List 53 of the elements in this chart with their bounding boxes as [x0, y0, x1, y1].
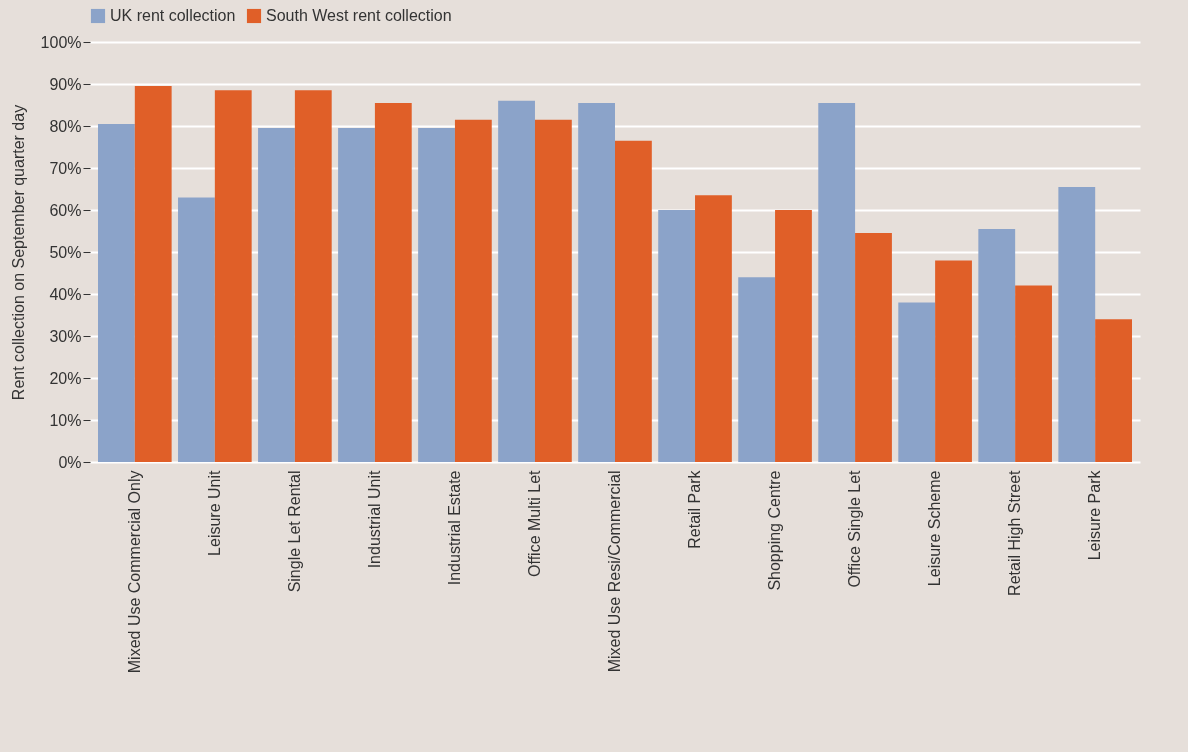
- x-tick-label: Single Let Rental: [285, 470, 303, 593]
- bar: [454, 119, 492, 462]
- x-tick-label: Industrial Unit: [365, 469, 383, 569]
- bar: [818, 102, 856, 462]
- x-tick-label: Office Single Let: [846, 469, 864, 588]
- x-tick-label: Retail Park: [686, 469, 704, 549]
- y-tick-label: 40%: [49, 285, 82, 303]
- bar: [534, 119, 572, 462]
- x-tick-label: Mixed Use Resi/Commercial: [606, 470, 623, 673]
- bar: [898, 302, 936, 462]
- bar: [658, 210, 696, 462]
- y-tick-label: 50%: [49, 243, 82, 261]
- x-tick-label: Leisure Scheme: [926, 470, 944, 587]
- bar: [338, 128, 375, 462]
- x-tick-label: Leisure Park: [1086, 469, 1104, 561]
- bar: [374, 102, 412, 462]
- bar: [214, 90, 252, 462]
- x-tick-label: Mixed Use Commercial Only: [125, 470, 143, 674]
- x-tick-label: Industrial Estate: [445, 470, 463, 586]
- bar: [498, 100, 535, 462]
- bar: [855, 233, 892, 462]
- bar: [935, 260, 972, 462]
- bar: [1058, 186, 1096, 462]
- legend-label: South West rent collection: [266, 7, 452, 24]
- bar: [738, 277, 776, 462]
- bar: [1095, 319, 1132, 462]
- y-tick-label: 10%: [49, 411, 82, 429]
- bar: [578, 102, 615, 462]
- x-tick-label: Shopping Centre: [766, 470, 784, 591]
- bar: [418, 128, 455, 462]
- x-tick-label: Retail High Street: [1006, 469, 1024, 596]
- y-tick-label: 0%: [58, 453, 82, 471]
- y-tick-label: 20%: [49, 369, 82, 387]
- bar: [134, 86, 172, 462]
- bar: [178, 197, 215, 462]
- bar: [695, 195, 732, 462]
- bar: [294, 90, 332, 462]
- bar: [615, 140, 652, 462]
- y-tick-label: 90%: [49, 75, 82, 93]
- y-tick-label: 30%: [49, 327, 82, 345]
- x-tick-label: Leisure Unit: [205, 469, 223, 556]
- bar: [258, 128, 295, 462]
- x-tick-label: Office Multi Let: [525, 469, 543, 577]
- bar: [98, 123, 135, 462]
- bar: [1015, 285, 1052, 462]
- y-tick-label: 60%: [49, 201, 82, 219]
- y-tick-label: 100%: [40, 33, 82, 51]
- bar: [775, 210, 812, 462]
- legend-label: UK rent collection: [110, 7, 236, 24]
- bar: [978, 228, 1016, 462]
- y-tick-label: 80%: [49, 117, 82, 135]
- y-axis-title: Rent collection on September quarter day: [9, 104, 27, 401]
- y-tick-label: 70%: [49, 159, 82, 177]
